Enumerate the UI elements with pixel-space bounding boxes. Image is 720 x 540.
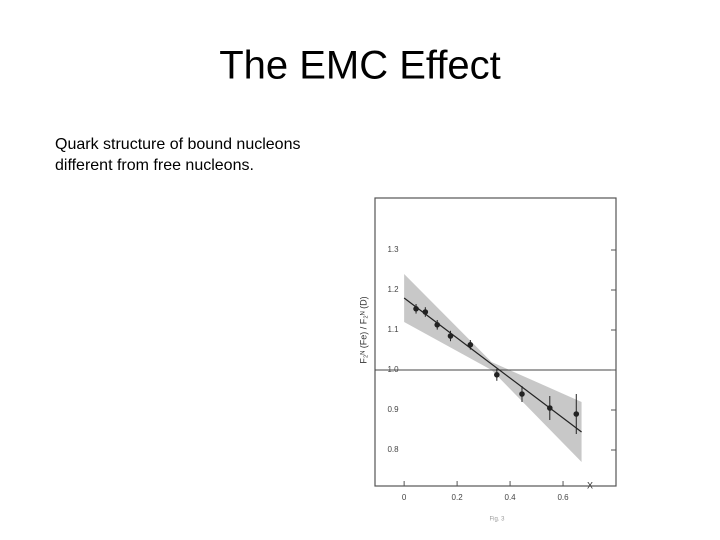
- data-point: [422, 309, 429, 315]
- body-text: Quark structure of bound nucleons: [55, 136, 300, 153]
- data-point: [434, 322, 441, 328]
- figure-caption: Fig. 3: [489, 517, 505, 523]
- y-tick-label: 1.2: [387, 285, 399, 294]
- fit-line: [403, 297, 582, 433]
- data-point: [573, 411, 580, 417]
- x-tick-label: 0.2: [452, 493, 464, 502]
- data-point: [447, 333, 454, 339]
- y-tick-label: 0.8: [387, 445, 399, 454]
- body-text: different from free nucleons.: [55, 157, 254, 174]
- data-point: [494, 372, 500, 378]
- y-axis-label: F₂ᴺ (Fe) / F₂ᴺ (D): [358, 296, 368, 363]
- y-tick-label: 0.9: [387, 405, 399, 414]
- data-point: [519, 391, 525, 397]
- slide-title: The EMC Effect: [219, 44, 501, 88]
- data-point: [413, 306, 419, 312]
- data-point: [546, 405, 553, 411]
- plot-frame: [374, 197, 617, 487]
- y-tick-label: 1.3: [387, 245, 399, 254]
- data-point: [467, 342, 474, 348]
- x-tick-label: 0.4: [505, 493, 517, 502]
- confidence-band: [404, 274, 582, 462]
- y-tick-label: 1.1: [387, 325, 399, 334]
- x-tick-label: 0: [402, 493, 407, 502]
- x-tick-label: 0.6: [557, 493, 569, 502]
- x-axis-label: X: [587, 480, 593, 490]
- y-tick-label: 1.0: [387, 365, 399, 374]
